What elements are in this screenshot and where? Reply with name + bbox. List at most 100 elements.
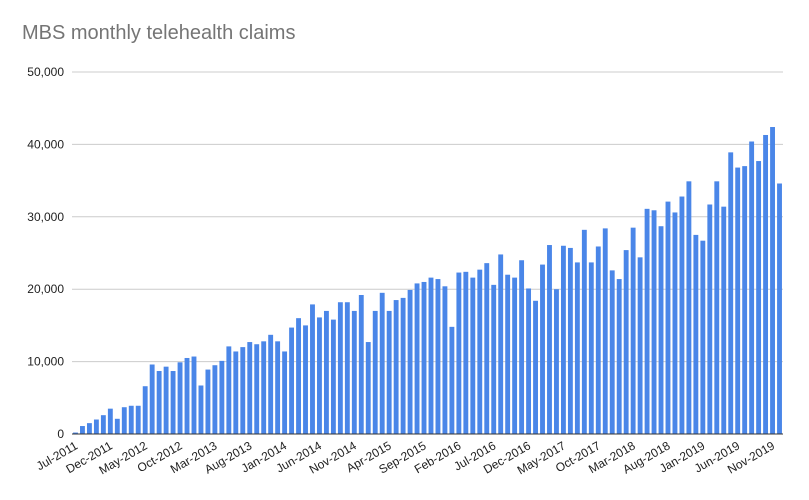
bar — [777, 183, 782, 434]
bar — [240, 347, 246, 434]
bar — [135, 405, 141, 434]
bar — [435, 279, 441, 434]
bar — [358, 294, 364, 434]
bar — [623, 250, 629, 434]
bar — [554, 289, 559, 434]
bar — [526, 288, 532, 434]
bar — [407, 289, 413, 434]
bar — [686, 181, 692, 434]
y-tick-label: 50,000 — [27, 65, 64, 79]
y-tick-label: 10,000 — [27, 355, 64, 369]
bar — [567, 247, 573, 434]
bar — [679, 196, 685, 434]
bar — [212, 365, 218, 434]
bar — [351, 310, 357, 434]
bar — [93, 419, 99, 434]
bar — [268, 334, 274, 434]
bar — [498, 254, 504, 434]
bar — [707, 204, 713, 434]
bar — [658, 226, 664, 434]
bar — [114, 418, 120, 434]
bar — [379, 292, 385, 434]
bar — [428, 277, 434, 434]
y-tick-label: 20,000 — [27, 282, 64, 296]
bar — [693, 234, 699, 434]
bar — [602, 228, 608, 434]
bar — [198, 385, 204, 434]
bar — [323, 310, 329, 434]
bar — [289, 327, 295, 434]
bar — [393, 300, 399, 434]
bar — [296, 318, 301, 434]
bar — [163, 366, 169, 434]
y-axis-ticks: 0 10,000 20,000 30,000 40,000 50,000 — [27, 65, 64, 441]
bar — [770, 127, 775, 435]
bar — [449, 326, 455, 434]
bar — [540, 264, 545, 434]
bar — [414, 283, 420, 434]
bar — [714, 181, 720, 434]
bar — [142, 386, 148, 434]
bar — [275, 341, 281, 434]
bar — [317, 317, 322, 434]
bar — [637, 257, 643, 434]
y-tick-label: 30,000 — [27, 210, 64, 224]
bar — [337, 302, 343, 434]
bar — [184, 357, 190, 434]
bar — [470, 277, 476, 434]
bar — [456, 272, 462, 434]
bar — [477, 269, 483, 434]
bar — [233, 351, 239, 434]
bar — [651, 210, 657, 434]
bar — [344, 302, 350, 434]
bar — [484, 263, 490, 434]
bar — [170, 371, 176, 434]
bar — [574, 262, 580, 434]
bar — [310, 304, 315, 434]
bar — [463, 271, 469, 434]
gridlines — [72, 71, 783, 363]
bar — [616, 279, 622, 434]
bar — [742, 166, 748, 434]
y-tick-label: 40,000 — [27, 137, 64, 151]
bar — [191, 356, 197, 434]
bar — [756, 161, 762, 434]
bar — [442, 286, 448, 434]
bar — [261, 341, 267, 434]
bar — [100, 415, 106, 434]
bar — [512, 277, 518, 434]
bar — [644, 208, 650, 434]
y-tick-label: 0 — [57, 427, 64, 441]
bar — [630, 227, 636, 434]
bar — [86, 423, 92, 434]
bar — [303, 325, 308, 434]
bar — [80, 426, 85, 434]
bar — [219, 360, 225, 434]
bar — [121, 407, 127, 434]
bar — [588, 262, 594, 434]
bar — [491, 284, 497, 434]
bar — [560, 245, 566, 434]
bar — [609, 270, 615, 434]
bar — [365, 342, 371, 434]
bar — [519, 260, 525, 434]
bar — [547, 245, 552, 434]
bar — [205, 369, 211, 434]
bar — [735, 167, 741, 434]
bar — [177, 362, 183, 434]
bar — [282, 351, 288, 434]
x-axis-ticks: Jul-2011Dec-2011May-2012Oct-2012Mar-2013… — [34, 438, 777, 477]
bar — [254, 344, 260, 434]
bar — [595, 246, 601, 434]
bar — [156, 371, 162, 434]
bar — [73, 432, 78, 434]
bar — [533, 300, 538, 434]
bar — [330, 319, 336, 434]
bar — [728, 152, 734, 434]
bar — [672, 212, 678, 434]
bar — [749, 141, 755, 434]
bar — [226, 346, 232, 434]
bar — [581, 229, 587, 434]
